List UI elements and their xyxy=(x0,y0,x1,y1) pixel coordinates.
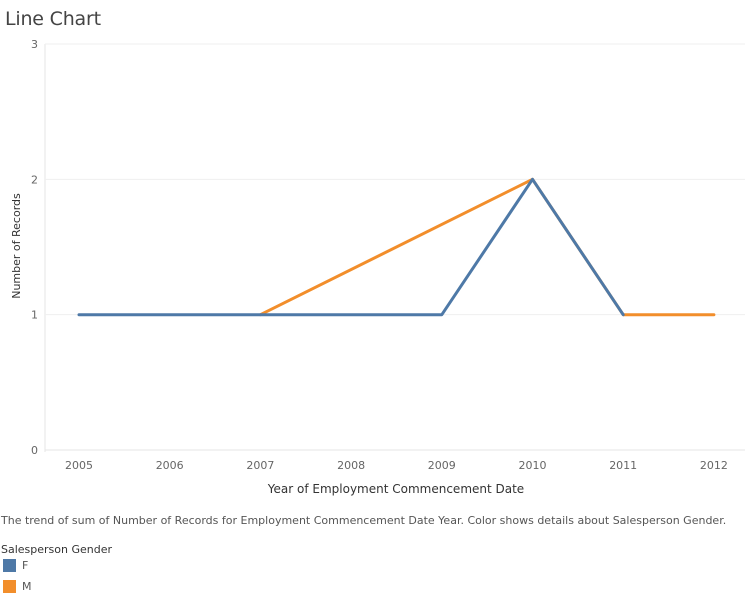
x-tick-label: 2007 xyxy=(246,459,274,472)
series-layer xyxy=(77,177,716,317)
x-tick-label: 2005 xyxy=(65,459,93,472)
legend-label-f: F xyxy=(22,559,29,572)
legend-item-m[interactable]: M xyxy=(3,580,32,593)
x-tick-label: 2009 xyxy=(428,459,456,472)
y-tick-label: 0 xyxy=(31,444,38,457)
y-tick-label: 1 xyxy=(31,309,38,322)
line-chart: 0 1 2 3 2005 2006 2007 2008 2009 2010 2011 2012 Num… xyxy=(10,38,745,496)
chart-caption: The trend of sum of Number of Records fo… xyxy=(1,514,727,527)
legend-swatch-m xyxy=(3,580,16,593)
legend-label-m: M xyxy=(22,580,32,593)
legend-swatch-f xyxy=(3,559,16,572)
y-tick-label: 2 xyxy=(31,173,38,186)
chart-title: Line Chart xyxy=(5,8,101,30)
axis-layer: 0 1 2 3 2005 2006 2007 2008 2009 2010 2011 2012 xyxy=(31,38,728,472)
x-tick-label: 2011 xyxy=(609,459,637,472)
y-axis-label: Number of Records xyxy=(10,193,23,299)
x-tick-label: 2012 xyxy=(700,459,728,472)
x-axis-label: Year of Employment Commencement Date xyxy=(267,482,524,496)
series-line-f[interactable] xyxy=(77,177,625,317)
x-tick-label: 2006 xyxy=(156,459,184,472)
y-tick-label: 3 xyxy=(31,38,38,51)
legend-item-f[interactable]: F xyxy=(3,559,28,572)
x-tick-label: 2010 xyxy=(519,459,547,472)
x-tick-label: 2008 xyxy=(337,459,365,472)
legend-title: Salesperson Gender xyxy=(1,543,113,556)
